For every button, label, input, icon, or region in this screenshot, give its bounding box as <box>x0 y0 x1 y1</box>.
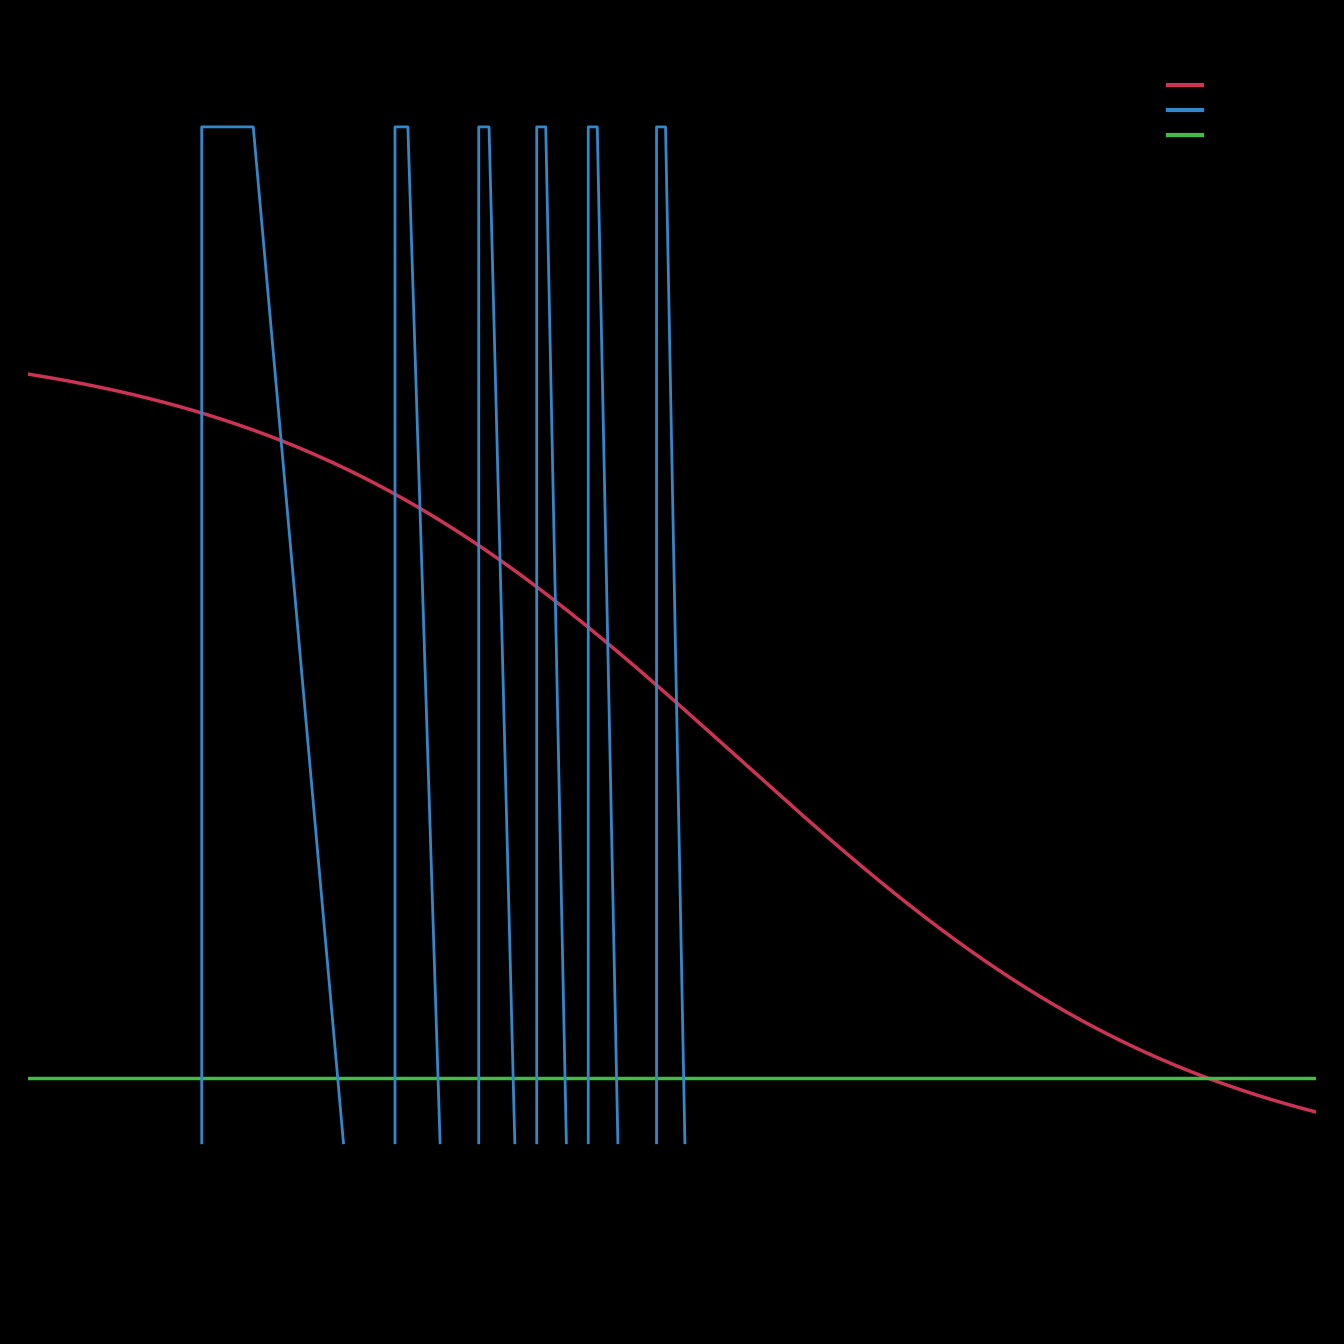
Legend: , , : , , <box>1163 74 1219 149</box>
